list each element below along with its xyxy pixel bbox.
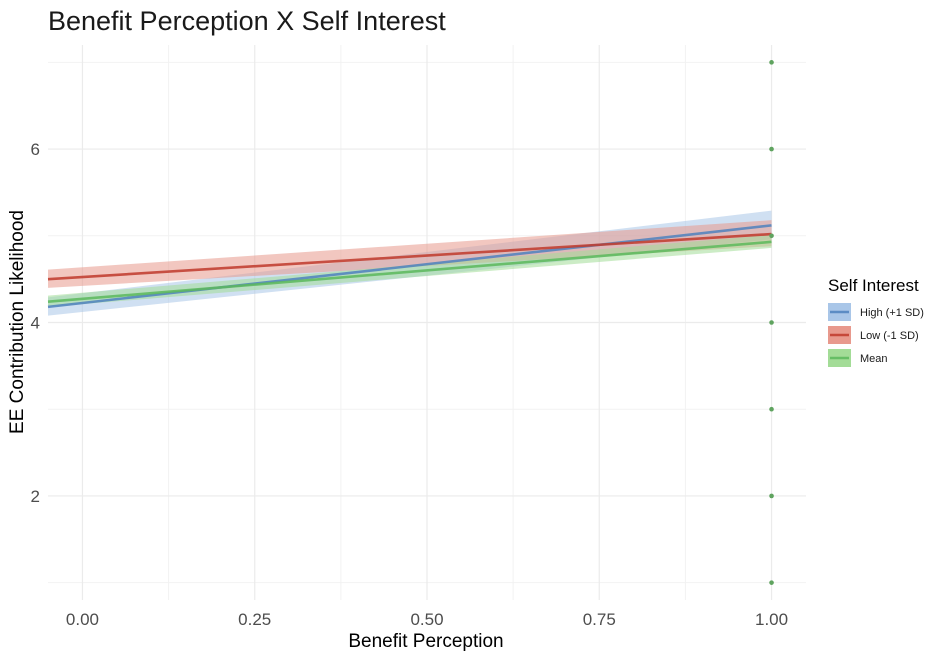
- confidence-bands: [48, 210, 772, 316]
- data-point: [769, 493, 774, 499]
- x-tick-label: 0.00: [66, 610, 99, 629]
- chart-title: Benefit Perception X Self Interest: [48, 6, 446, 36]
- x-tick-label: 0.50: [410, 610, 443, 629]
- series-line: [47, 232, 772, 281]
- x-tick-label: 0.25: [238, 610, 271, 629]
- x-tick-label: 0.75: [583, 610, 616, 629]
- series-line: [47, 224, 772, 309]
- legend-label: High (+1 SD): [860, 307, 924, 319]
- series-line: [47, 240, 772, 303]
- data-point: [769, 233, 774, 239]
- y-tick-label: 4: [31, 314, 40, 333]
- series-lines: [47, 224, 772, 309]
- confidence-band: [48, 220, 772, 288]
- data-point: [769, 320, 774, 325]
- y-tick-label: 2: [31, 487, 40, 506]
- x-axis-ticks: 0.00 0.25 0.50 0.75 1.00: [66, 610, 788, 629]
- data-point: [769, 580, 774, 585]
- legend-label: Mean: [860, 353, 888, 365]
- legend-label: Low (-1 SD): [860, 330, 919, 342]
- legend-item: Low (-1 SD): [828, 326, 919, 344]
- legend-title: Self Interest: [828, 276, 919, 295]
- data-point: [769, 146, 774, 152]
- grid-lines: [48, 45, 806, 600]
- x-tick-label: 1.00: [755, 610, 788, 629]
- y-tick-label: 6: [31, 140, 40, 159]
- data-point: [769, 60, 774, 65]
- x-axis-label: Benefit Perception: [348, 631, 503, 652]
- data-point: [769, 406, 774, 412]
- legend: Self Interest High (+1 SD) Low (-1 SD) Mea…: [828, 276, 924, 367]
- legend-item: High (+1 SD): [828, 303, 924, 321]
- data-points: [769, 60, 774, 585]
- y-axis-label: EE Contribution Likelihood: [7, 210, 28, 434]
- y-axis-ticks: 2 4 6: [31, 140, 40, 506]
- legend-item: Mean: [828, 349, 888, 367]
